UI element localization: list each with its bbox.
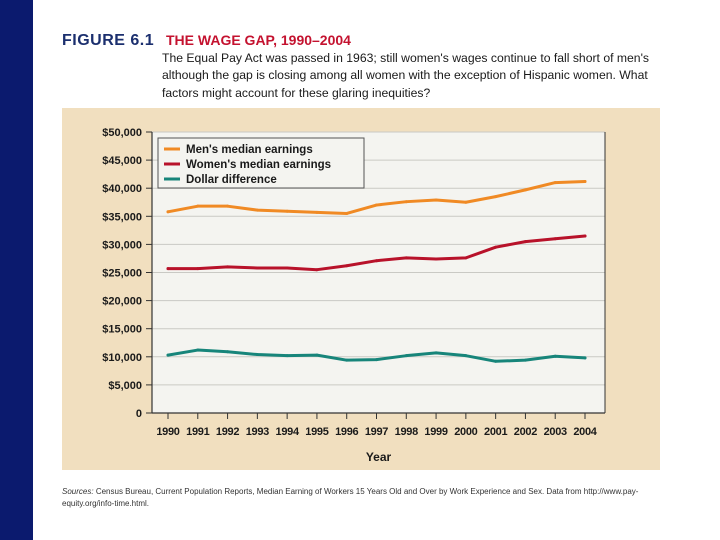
data-point [583,234,587,238]
x-tick-label: 2000 [454,426,477,438]
data-point [583,179,587,183]
sources-text: Census Bureau, Current Population Report… [62,487,639,508]
data-point [315,353,319,357]
sources-label: Sources: [62,487,94,496]
data-point [494,359,498,363]
data-point [255,266,259,270]
y-tick-label: $50,000 [102,127,142,139]
data-point [345,264,349,268]
data-point [315,210,319,214]
data-point [166,353,170,357]
data-point [583,356,587,360]
data-point [464,256,468,260]
y-tick-label: 0 [136,408,142,420]
x-tick-label: 1994 [276,426,300,438]
y-tick-label: $45,000 [102,155,142,167]
legend-box [157,137,365,189]
data-point [404,354,408,358]
data-point [255,208,259,212]
y-tick-label: $40,000 [102,183,142,195]
data-point [434,351,438,355]
legend-label: Women's median earnings [186,159,331,171]
x-tick-label: 1993 [246,426,269,438]
data-point [523,240,527,244]
data-point [375,358,378,362]
data-point [166,267,170,271]
chart-panel: 0 $5,000 $10,000 $15,000 $20,000 $25,000 $30,0… [62,108,660,470]
data-point [464,200,468,204]
x-tick-label: 2002 [514,426,537,438]
data-point [464,354,468,358]
data-point [434,198,438,202]
data-point [434,257,438,261]
x-tick-label: 1997 [365,426,388,438]
figure-label: FIGURE 6.1 [62,32,155,49]
legend-label: Men's median earnings [186,144,313,156]
y-tick-label: $15,000 [102,324,142,336]
wage-gap-line-chart: 0 $5,000 $10,000 $15,000 $20,000 $25,000 $30,0… [102,127,606,464]
data-point [196,267,200,271]
figure-title: THE WAGE GAP, 1990–2004 [166,32,351,48]
data-point [523,188,527,192]
y-tick-label: $25,000 [102,268,142,280]
data-point [494,245,498,249]
data-point [285,209,289,213]
data-point [226,204,230,208]
sources-note: Sources: Census Bureau, Current Populati… [62,486,682,510]
data-point [375,203,378,207]
x-tick-label: 1992 [216,426,239,438]
data-point [345,211,349,215]
data-point [345,358,349,362]
y-tick-label: $30,000 [102,239,142,251]
data-point [553,181,557,185]
y-tick-label: $20,000 [102,296,142,308]
x-axis-label: Year [366,450,392,464]
data-point [315,268,319,272]
y-tick-label: $10,000 [102,352,142,364]
x-tick-label: 2003 [544,426,567,438]
data-point [553,354,557,358]
data-point [226,265,230,269]
data-point [553,237,557,241]
data-point [196,348,200,352]
data-point [404,200,408,204]
data-point [226,350,230,354]
x-tick-label: 2001 [484,426,507,438]
legend-label: Dollar difference [186,174,277,186]
figure-caption: The Equal Pay Act was passed in 1963; st… [162,51,649,100]
y-tick-label: $35,000 [102,211,142,223]
x-tick-label: 1996 [335,426,358,438]
data-point [255,353,259,357]
data-point [285,354,289,358]
data-point [285,266,289,270]
x-tick-label: 1998 [395,426,418,438]
data-point [523,358,527,362]
x-tick-label: 2004 [573,426,597,438]
data-point [404,256,408,260]
left-accent-bar [0,0,33,540]
x-tick-label: 1991 [186,426,209,438]
data-point [375,259,378,263]
y-tick-label: $5,000 [108,380,142,392]
x-tick-label: 1999 [424,426,447,438]
x-tick-label: 1990 [156,426,179,438]
data-point [196,204,200,208]
x-tick-label: 1995 [305,426,328,438]
data-point [494,195,498,199]
data-point [166,210,170,214]
